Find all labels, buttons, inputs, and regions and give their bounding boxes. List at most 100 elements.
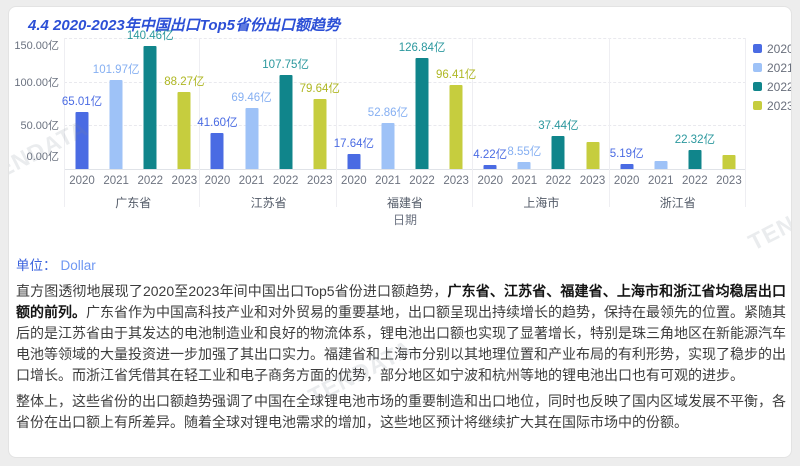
bar-slot	[712, 38, 746, 169]
bar-广东省-2022[interactable]	[143, 46, 157, 169]
bar-江苏省-2022[interactable]	[279, 74, 293, 169]
province-group-上海市: 4.22亿 2020 8.55亿 2021 37.44亿 2022 2023 上海市	[473, 38, 610, 210]
bar-slot	[575, 38, 609, 169]
legend-swatch	[753, 63, 762, 72]
bar-slot: 4.22亿	[473, 38, 507, 169]
bar-slot: 107.75亿	[262, 38, 309, 169]
x-tick-year: 2022	[545, 175, 572, 187]
bar-广东省-2021[interactable]	[109, 79, 123, 169]
bar-上海市-2020[interactable]	[483, 165, 497, 169]
x-tick-year: 2022	[137, 175, 164, 187]
paragraph-1: 直方图透彻地展现了2020至2023年间中国出口Top5省份进口额趋势，广东省、…	[16, 281, 786, 386]
bar-slot: 69.46亿	[231, 38, 272, 169]
x-axis-line	[64, 169, 746, 170]
bar-浙江省-2023[interactable]	[722, 155, 736, 169]
x-tick-year: 2021	[375, 175, 401, 187]
bar-浙江省-2020[interactable]	[620, 164, 634, 169]
x-tick-year: 2020	[477, 175, 504, 187]
bar-广东省-2023[interactable]	[177, 91, 191, 169]
bar-slot: 41.60亿	[197, 38, 238, 169]
x-tick-year: 2023	[579, 175, 606, 187]
x-tick-year: 2023	[306, 175, 333, 187]
bar-福建省-2023[interactable]	[449, 84, 463, 169]
legend-item-2022[interactable]: 2022	[753, 77, 791, 96]
y-axis-tick-label: 150.00亿	[14, 40, 59, 52]
province-group-浙江省: 5.19亿 2020 2021 22.32亿 2022 2023 浙江省	[610, 38, 746, 210]
bar-浙江省-2022[interactable]	[688, 149, 702, 169]
tendata-watermark: TENDATA	[744, 180, 792, 256]
chart-title: 4.4 2020-2023年中国出口Top5省份出口额趋势	[28, 17, 341, 34]
bar-福建省-2020[interactable]	[347, 153, 361, 169]
plot-area	[64, 38, 746, 170]
bar-slot: 17.64亿	[333, 38, 374, 169]
unit-value: Dollar	[60, 258, 96, 273]
bar-value-label: 17.64亿	[333, 137, 374, 150]
bar-slot: 101.97亿	[93, 38, 139, 169]
x-tick-year: 2021	[647, 175, 674, 187]
legend-label: 2021	[767, 60, 792, 75]
bar-slot: 5.19亿	[610, 38, 644, 169]
x-tick-province: 福建省	[386, 196, 423, 210]
bar-value-label: 79.64亿	[299, 83, 340, 96]
bar-slot: 126.84亿	[399, 38, 445, 169]
analysis-text: 直方图透彻地展现了2020至2023年间中国出口Top5省份进口额趋势，广东省、…	[16, 281, 786, 438]
bar-江苏省-2021[interactable]	[245, 108, 259, 169]
x-axis-title: 日期	[392, 213, 417, 227]
bar-上海市-2023[interactable]	[586, 141, 600, 169]
bar-slot: 79.64亿	[299, 38, 340, 169]
y-axis-tick-label: 0.00亿	[26, 151, 59, 163]
x-tick-year: 2021	[511, 175, 538, 187]
bar-value-label: 22.32亿	[674, 133, 715, 146]
bar-value-label: 8.55亿	[507, 145, 542, 158]
bar-value-label: 4.22亿	[473, 149, 508, 162]
legend-item-2021[interactable]: 2021	[753, 58, 792, 77]
bar-value-label: 5.19亿	[609, 148, 644, 161]
x-tick-year: 2020	[204, 175, 231, 187]
bar-江苏省-2020[interactable]	[210, 132, 224, 169]
bar-上海市-2022[interactable]	[551, 136, 565, 169]
bar-value-label: 101.97亿	[92, 63, 140, 76]
bar-slot	[644, 38, 678, 169]
province-group-江苏省: 41.60亿 2020 69.46亿 2021 107.75亿 2022 79.64亿 202…	[197, 38, 340, 210]
report-card: 4.4 2020-2023年中国出口Top5省份出口额趋势 150.00亿 100…	[8, 6, 792, 458]
bar-江苏省-2023[interactable]	[313, 99, 327, 169]
legend-swatch	[753, 101, 762, 110]
p1-bold: 广东省、江苏省、福建省、上海市和浙江省均稳居出口额的前列。	[16, 283, 787, 320]
bar-广东省-2020[interactable]	[75, 112, 89, 169]
bar-value-label: 52.86亿	[367, 106, 409, 119]
p1-pre: 直方图透彻地展现了2020至2023年间中国出口Top5省份进口额趋势，	[16, 283, 448, 299]
bar-slot: 52.86亿	[367, 38, 409, 169]
province-group-广东省: 65.01亿 2020 101.97亿 2021 140.46亿 2022 88.27亿 20…	[61, 30, 205, 210]
legend-swatch	[753, 44, 762, 53]
p1-post: 广东省作为中国高科技产业和对外贸易的重要基地，出口额呈现出持续增长的趋势，保持在…	[16, 304, 786, 383]
bar-福建省-2022[interactable]	[415, 58, 429, 169]
y-axis-tick-label: 100.00亿	[14, 76, 59, 89]
bar-slot: 96.41亿	[436, 38, 477, 169]
x-tick-province: 上海市	[523, 196, 560, 210]
chart-legend: 2020 2021 2022 2023	[753, 39, 792, 115]
bar-value-label: 96.41亿	[436, 68, 477, 81]
x-tick-year: 2022	[409, 175, 435, 187]
bar-value-label: 65.01亿	[61, 96, 103, 109]
legend-item-2020[interactable]: 2020	[753, 39, 791, 58]
bar-value-label: 69.46亿	[231, 92, 272, 105]
x-tick-year: 2022	[272, 175, 299, 187]
bar-value-label: 37.44亿	[538, 120, 579, 133]
paragraph-2: 整体上，这些省份的出口额趋势强调了中国在全球锂电池市场的重要制造和出口地位，同时…	[16, 393, 786, 430]
x-tick-year: 2021	[238, 175, 265, 187]
x-tick-year: 2020	[613, 175, 640, 187]
bar-value-label: 126.84亿	[398, 42, 446, 55]
x-tick-year: 2020	[341, 175, 367, 187]
x-tick-year: 2023	[171, 175, 198, 187]
x-tick-year: 2022	[682, 175, 708, 187]
bar-value-label: 107.75亿	[262, 58, 309, 71]
bar-value-label: 88.27亿	[164, 75, 205, 88]
legend-swatch	[753, 82, 762, 91]
x-tick-province: 浙江省	[659, 196, 696, 210]
bar-浙江省-2021[interactable]	[654, 160, 668, 169]
x-tick-province: 广东省	[115, 196, 152, 210]
legend-item-2023[interactable]: 2023	[753, 96, 791, 115]
bar-福建省-2021[interactable]	[381, 122, 395, 169]
bar-slot: 140.46亿	[127, 30, 174, 169]
bar-上海市-2021[interactable]	[517, 161, 531, 169]
